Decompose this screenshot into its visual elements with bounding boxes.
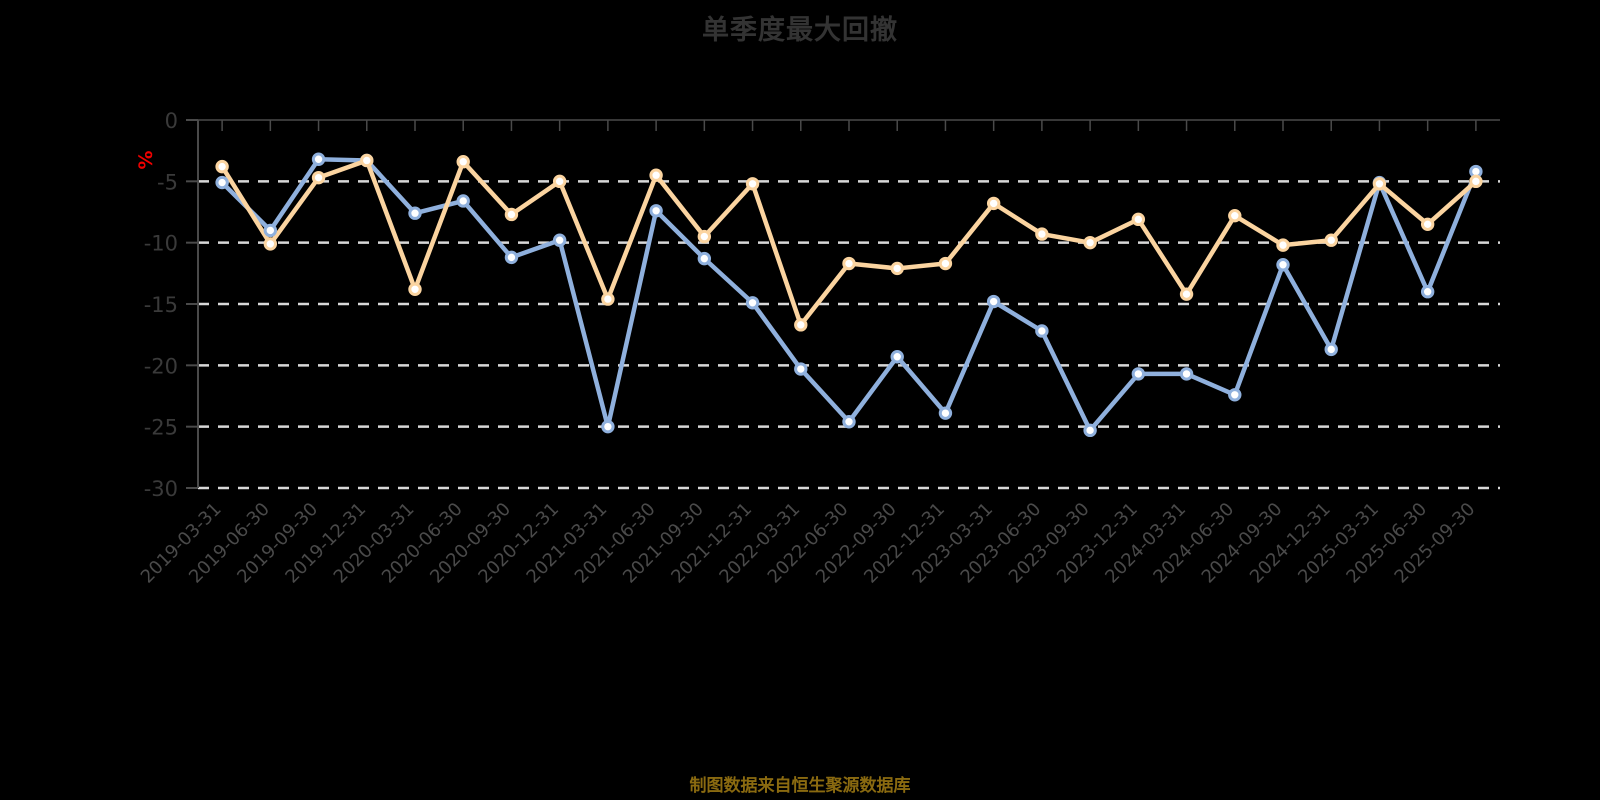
y-axis-unit-label: % (135, 150, 157, 169)
data-point-marker[interactable] (263, 237, 278, 251)
data-point-marker[interactable] (552, 174, 567, 189)
data-point-marker[interactable] (456, 194, 470, 208)
series-line-0 (219, 157, 1479, 433)
data-point-marker[interactable] (1276, 258, 1290, 272)
data-point-marker[interactable] (311, 152, 326, 166)
data-point-marker[interactable] (1324, 233, 1338, 247)
data-point-marker[interactable] (745, 296, 760, 310)
data-point-marker[interactable] (408, 282, 422, 296)
data-point-marker[interactable] (794, 362, 808, 376)
data-point-marker[interactable] (311, 170, 326, 185)
y-axis-tick-label: -25 (144, 416, 178, 440)
data-point-marker[interactable] (697, 251, 712, 266)
y-axis-tick-label: -10 (144, 232, 178, 256)
data-point-marker[interactable] (1372, 177, 1387, 191)
data-point-marker[interactable] (601, 292, 615, 306)
data-point-marker[interactable] (504, 207, 519, 222)
y-axis-tick-label: 0 (165, 109, 178, 133)
y-axis-tick-label: -5 (157, 170, 178, 194)
data-point-marker[interactable] (1035, 227, 1049, 241)
data-point-marker[interactable] (1228, 388, 1242, 402)
data-point-marker[interactable] (215, 175, 229, 190)
data-point-marker[interactable] (697, 229, 712, 244)
data-point-marker[interactable] (1469, 174, 1483, 189)
y-axis-tick-label: -20 (144, 354, 178, 378)
data-point-marker[interactable] (1131, 212, 1146, 227)
data-point-marker[interactable] (601, 419, 615, 434)
chart-plot-area: 0-5-10-15-20-25-30%2019-03-312019-06-302… (135, 109, 1500, 588)
data-point-marker[interactable] (215, 159, 229, 174)
data-point-marker[interactable] (552, 233, 567, 247)
chart-title: 单季度最大回撤 (702, 15, 898, 46)
data-point-marker[interactable] (1083, 235, 1097, 250)
data-point-marker[interactable] (986, 294, 1001, 309)
data-point-marker[interactable] (890, 350, 904, 364)
data-point-marker[interactable] (649, 204, 663, 218)
data-point-marker[interactable] (1083, 423, 1097, 438)
y-axis-tick-label: -15 (144, 293, 178, 317)
data-point-marker[interactable] (1420, 217, 1435, 231)
data-point-marker[interactable] (504, 250, 519, 265)
data-point-marker[interactable] (1228, 208, 1242, 223)
data-point-marker[interactable] (842, 256, 856, 271)
y-axis-tick-label: -30 (144, 477, 178, 501)
data-point-marker[interactable] (1179, 287, 1194, 301)
data-point-marker[interactable] (842, 415, 856, 429)
data-point-marker[interactable] (456, 155, 470, 169)
data-point-marker[interactable] (938, 256, 953, 271)
data-point-marker[interactable] (938, 406, 953, 420)
data-point-marker[interactable] (1179, 367, 1194, 381)
data-point-marker[interactable] (1324, 342, 1338, 357)
data-point-marker[interactable] (1035, 324, 1049, 338)
data-point-marker[interactable] (263, 223, 278, 238)
data-point-marker[interactable] (745, 177, 760, 191)
data-point-marker[interactable] (1420, 285, 1435, 299)
footer-source-note: 制图数据来自恒生聚源数据库 (689, 776, 911, 796)
data-point-marker[interactable] (408, 206, 422, 220)
data-point-marker[interactable] (1131, 367, 1146, 381)
data-point-marker[interactable] (360, 153, 374, 168)
data-point-marker[interactable] (649, 168, 663, 182)
data-point-marker[interactable] (986, 196, 1001, 211)
data-point-marker[interactable] (794, 318, 808, 332)
data-point-marker[interactable] (1276, 238, 1290, 252)
data-point-marker[interactable] (890, 261, 904, 276)
